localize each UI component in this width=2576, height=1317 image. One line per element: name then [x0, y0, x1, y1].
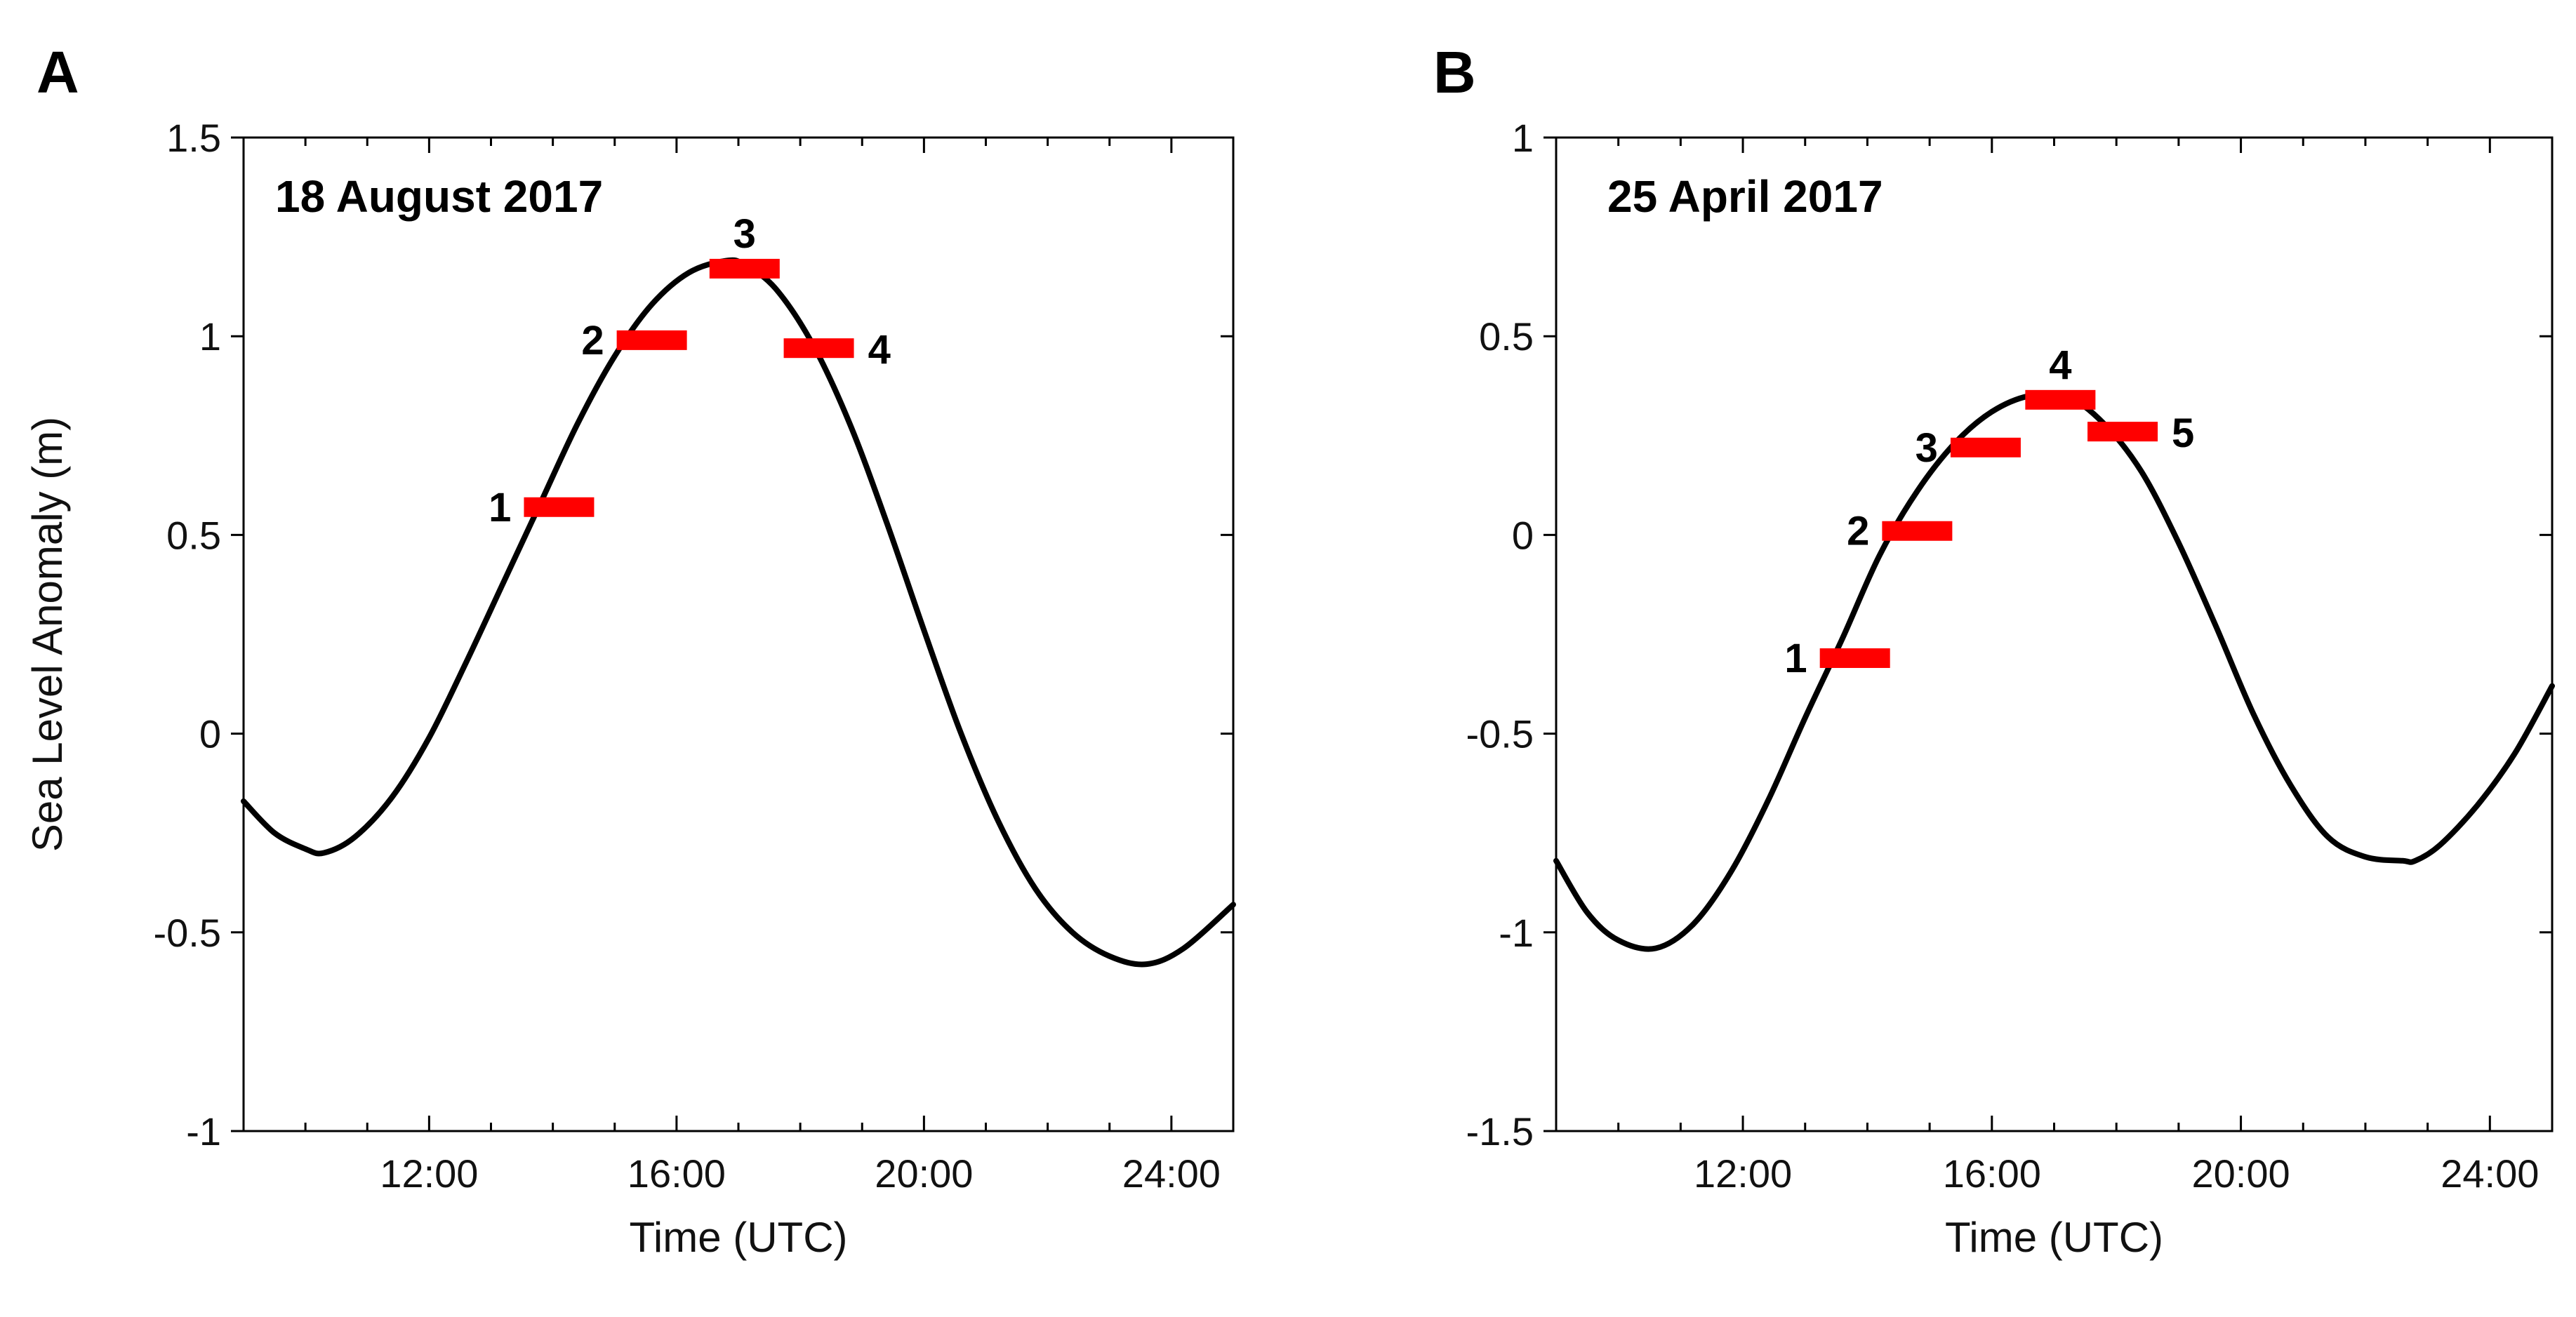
y-tick-label: -1	[186, 1109, 221, 1154]
y-tick-label: 1	[199, 314, 221, 359]
y-tick-label: 0	[199, 712, 221, 756]
marker-label-3: 3	[733, 211, 756, 257]
marker-2	[1882, 521, 1953, 541]
y-tick-label: -0.5	[1466, 712, 1534, 756]
panel-a-letter: A	[36, 39, 79, 105]
marker-4	[2025, 389, 2096, 410]
x-tick-label: 20:00	[875, 1151, 973, 1196]
y-tick-label: -1	[1499, 911, 1534, 955]
y-tick-label: 0.5	[166, 513, 221, 557]
panel-b-x-ticks: 12:00 16:00 20:00 24:00	[1555, 138, 2554, 1196]
panel-a: A 12:00 16:00 20:00 24:00 -1-0.500.511.5 12…	[24, 39, 1236, 1261]
x-tick-label: 16:00	[628, 1151, 726, 1196]
marker-label-2: 2	[581, 318, 604, 363]
y-tick-label: -0.5	[154, 911, 222, 955]
marker-4	[783, 338, 854, 359]
x-tick-label: 24:00	[1122, 1151, 1221, 1196]
panel-a-title: 18 August 2017	[275, 171, 603, 222]
panel-b-letter: B	[1433, 39, 1476, 105]
marker-2	[616, 330, 687, 350]
panel-a-markers: 1 2 3 4	[489, 211, 891, 530]
panel-b-markers: 1 2 3 4 5	[1784, 342, 2194, 681]
y-tick-label: -1.5	[1466, 1109, 1534, 1154]
marker-3	[1950, 437, 2021, 457]
panel-b-y-ticks: -1.5 -1 -0.5 0 0.5 1	[1466, 116, 2552, 1154]
marker-label-4: 4	[2049, 342, 2071, 388]
marker-label-4: 4	[868, 327, 891, 373]
y-tick-label: 1.5	[166, 116, 221, 160]
marker-label-1: 1	[1784, 636, 1807, 681]
panel-a-y-ticks: -1 -0.5 0 0.5 1 1.5	[154, 116, 1233, 1154]
x-tick-label: 20:00	[2191, 1151, 2290, 1196]
marker-label-1: 1	[489, 485, 511, 530]
x-tick-label: 16:00	[1943, 1151, 2041, 1196]
marker-label-5: 5	[2172, 410, 2194, 456]
y-tick-label: 0.5	[1479, 314, 1534, 359]
marker-label-2: 2	[1847, 509, 1869, 554]
marker-3	[709, 258, 780, 279]
panel-b-title: 25 April 2017	[1607, 171, 1883, 222]
marker-5	[2087, 422, 2158, 442]
x-tick-label: 12:00	[380, 1151, 478, 1196]
marker-1	[524, 497, 595, 517]
y-tick-label: 1	[1512, 116, 1534, 160]
y-tick-label: 0	[1512, 513, 1534, 557]
panel-a-y-axis-label: Sea Level Anomaly (m)	[24, 417, 71, 852]
panel-b-x-axis-label: Time (UTC)	[1945, 1214, 2163, 1261]
panel-b: B 12:00 16:00 20:00 24:00 -1.5 -1 -0.5 0 0.5 1 1…	[1433, 39, 2555, 1261]
panel-a-x-ticks: 12:00 16:00 20:00 24:00	[242, 138, 1235, 1196]
marker-label-3: 3	[1916, 425, 1938, 471]
panel-a-x-axis-label: Time (UTC)	[629, 1214, 847, 1261]
x-tick-label: 12:00	[1694, 1151, 1792, 1196]
marker-1	[1819, 648, 1890, 668]
x-tick-label: 24:00	[2441, 1151, 2539, 1196]
